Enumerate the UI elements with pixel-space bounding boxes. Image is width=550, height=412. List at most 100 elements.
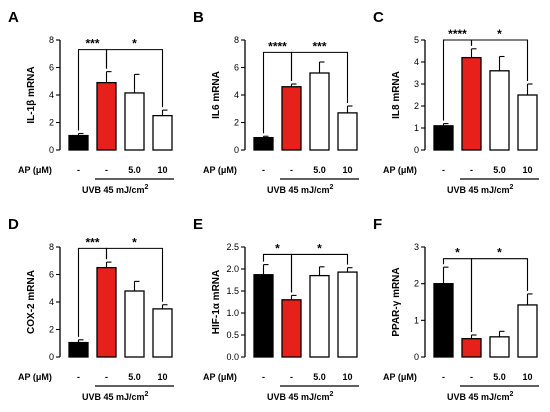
significance-label: *: [132, 37, 137, 51]
panel-letter: C: [373, 9, 384, 26]
ap-axis-label: AP (μM): [203, 372, 237, 382]
ap-dose-label: -: [77, 372, 80, 382]
ap-dose-label: -: [105, 165, 108, 175]
ap-dose-label: -: [442, 372, 445, 382]
significance-label: ****: [448, 27, 467, 41]
uvb-label-text: UVB 45 mJ/cm: [447, 185, 510, 195]
y-tick-label: 6: [49, 63, 54, 73]
significance-label: ***: [312, 39, 326, 53]
uvb-label: UVB 45 mJ/cm2: [447, 184, 514, 195]
ap-dose-label: 10: [342, 372, 352, 382]
uvb-label-superscript: 2: [145, 391, 149, 398]
uvb-label: UVB 45 mJ/cm2: [82, 391, 149, 402]
bar: [124, 92, 145, 151]
bar: [309, 274, 330, 358]
bar: [253, 274, 274, 358]
y-axis-label: COX-2 mRNA: [26, 270, 37, 334]
ap-axis-label: AP (μM): [203, 165, 237, 175]
uvb-label-text: UVB 45 mJ/cm: [82, 392, 145, 402]
y-tick-label: 2.5: [226, 242, 239, 252]
significance-bracket: [290, 51, 349, 103]
ap-dose-label: -: [77, 165, 80, 175]
bar: [337, 112, 358, 151]
bar: [96, 266, 117, 358]
ap-dose-label: 10: [157, 165, 167, 175]
y-axis-label: IL8 mRNA: [391, 71, 402, 119]
y-tick-label: 4: [49, 90, 54, 100]
ap-dose-label: -: [290, 372, 293, 382]
bar: [461, 338, 482, 358]
ap-dose-label: -: [105, 372, 108, 382]
y-tick-label: 4: [414, 57, 419, 67]
uvb-label: UVB 45 mJ/cm2: [267, 184, 334, 195]
y-tick-label: 0: [414, 352, 419, 362]
ap-dose-label: 10: [522, 165, 532, 175]
uvb-label-superscript: 2: [330, 391, 334, 398]
panel-letter: B: [193, 9, 204, 26]
uvb-label-superscript: 2: [330, 184, 334, 191]
y-axis-label: IL-1β mRNA: [26, 66, 37, 123]
y-tick-label: 4: [49, 297, 54, 307]
ap-dose-label: 5.0: [493, 165, 506, 175]
bar: [253, 136, 274, 151]
ap-axis-label: AP (μM): [383, 165, 417, 175]
y-tick-label: 2: [234, 118, 239, 128]
y-tick-label: 6: [49, 270, 54, 280]
bar: [68, 134, 89, 151]
y-tick-label: 3: [414, 242, 419, 252]
panel-letter: A: [8, 9, 19, 26]
bar: [281, 299, 302, 358]
bar: [337, 271, 358, 358]
panel-letter: D: [8, 216, 19, 233]
significance-label: *: [455, 246, 460, 260]
y-tick-label: 2: [49, 118, 54, 128]
ap-dose-label: 10: [157, 372, 167, 382]
panel-letter: E: [193, 216, 203, 233]
y-axis-label: HIF-1α mRNA: [211, 270, 222, 334]
panel-letter: F: [373, 216, 382, 233]
uvb-label-text: UVB 45 mJ/cm: [267, 185, 330, 195]
significance-bracket: [470, 39, 529, 81]
ap-dose-label: 5.0: [128, 372, 141, 382]
y-tick-label: 0: [234, 145, 239, 155]
y-tick-label: 6: [234, 63, 239, 73]
bar: [461, 56, 482, 151]
significance-bracket: [470, 258, 529, 332]
significance-label: ****: [268, 39, 287, 53]
y-tick-label: 8: [49, 242, 54, 252]
bar: [517, 94, 538, 151]
uvb-label-text: UVB 45 mJ/cm: [267, 392, 330, 402]
uvb-label: UVB 45 mJ/cm2: [267, 391, 334, 402]
ap-axis-label: AP (μM): [383, 372, 417, 382]
y-tick-label: 8: [234, 35, 239, 45]
y-axis-label: IL6 mRNA: [211, 71, 222, 119]
uvb-label: UVB 45 mJ/cm2: [82, 184, 149, 195]
significance-bracket: [105, 49, 164, 108]
bar: [152, 114, 173, 151]
y-axis-label: PPAR-γ mRNA: [391, 267, 402, 336]
significance-label: ***: [85, 235, 99, 249]
significance-label: *: [497, 27, 502, 41]
ap-dose-label: -: [262, 165, 265, 175]
bar: [433, 125, 454, 151]
uvb-label-superscript: 2: [510, 184, 514, 191]
y-tick-label: 1.0: [226, 308, 239, 318]
ap-axis-label: AP (μM): [18, 372, 52, 382]
panel-f: F 0 1 2 3 PPAR-γ mRNA - - 5.0 10 * * AP (μM) UVB 45 m…: [373, 216, 539, 402]
uvb-label-text: UVB 45 mJ/cm: [447, 392, 510, 402]
y-tick-label: 3: [414, 79, 419, 89]
y-tick-label: 0: [49, 352, 54, 362]
ap-dose-label: -: [470, 372, 473, 382]
y-tick-label: 1: [414, 315, 419, 325]
bar: [68, 341, 89, 358]
panel-e: E 0.0 0.5 1.0 1.5 2.0 2.5 HIF-1α mRNA - - 5.0 10 * * A…: [193, 216, 359, 402]
bar: [433, 283, 454, 358]
ap-dose-label: 5.0: [313, 372, 326, 382]
ap-dose-label: 5.0: [128, 165, 141, 175]
bar: [489, 70, 510, 151]
bar: [152, 308, 173, 358]
y-tick-label: 8: [49, 35, 54, 45]
